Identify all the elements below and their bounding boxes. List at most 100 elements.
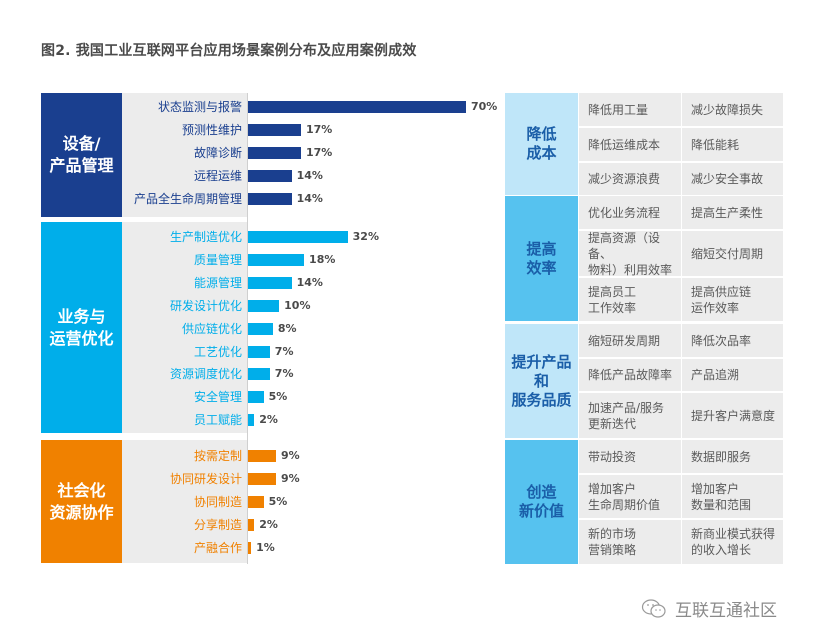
value-label: 8%: [277, 321, 297, 335]
category-label: 资源调度优化: [169, 367, 242, 382]
bar: [248, 496, 264, 508]
effect-cell: 降低次品率: [682, 324, 783, 357]
effect-cell: 减少资源浪费: [579, 163, 681, 195]
effect-cell: 提升客户满意度: [682, 393, 783, 438]
effect-label: 创造 新价值: [505, 440, 578, 564]
effect-cell: 提高员工 工作效率: [579, 278, 681, 321]
effect-cell: 提高生产柔性: [682, 196, 783, 229]
value-label: 10%: [284, 298, 311, 312]
bar: [248, 473, 277, 485]
category-label: 分享制造: [193, 518, 242, 532]
bar: [248, 276, 292, 289]
category-label: 远程运维: [193, 169, 242, 183]
bar: [248, 101, 466, 113]
effect-cell: 数据即服务: [682, 440, 783, 473]
category-label: 产融合作: [193, 541, 242, 555]
bar: [248, 147, 301, 159]
value-label: 2%: [259, 413, 278, 427]
bar: [248, 368, 270, 381]
effect-group: 提升产品 和 服务品质 缩短研发周期 降低次品率 降低产品故障率 产品追溯 加速产品/服务…: [505, 324, 783, 438]
effect-cell: 新的市场 营销策略: [579, 520, 681, 564]
effect-group: 提高 效率 优化业务流程 提高生产柔性 提高资源（设备、 物料）利用效率 缩短交付周期提…: [505, 196, 783, 321]
value-label: 9%: [281, 449, 300, 462]
bar: [248, 345, 270, 358]
category-label: 员工赋能: [193, 413, 242, 428]
bar: [248, 542, 252, 554]
value-label: 9%: [281, 472, 300, 485]
value-label: 70%: [471, 100, 498, 113]
category-label: 协同制造: [193, 495, 242, 509]
bar: [248, 193, 292, 205]
category-label: 研发设计优化: [169, 298, 242, 313]
label-panel: [122, 222, 247, 433]
value-label: 7%: [274, 367, 294, 381]
group-label: 社会化 资源协作: [41, 440, 122, 563]
effect-label: 提高 效率: [505, 196, 578, 321]
effect-cell: 降低产品故障率: [579, 359, 681, 391]
value-label: 7%: [274, 344, 294, 358]
effect-group: 降低 成本 降低用工量 减少故障损失 降低运维成本 降低能耗 减少资源浪费 减少安全事故: [505, 93, 783, 195]
value-label: 17%: [305, 123, 333, 136]
footer-watermark: 互联互通社区: [641, 596, 777, 621]
effect-label: 提升产品 和 服务品质: [505, 324, 578, 438]
effect-cell: 提高供应链 运作效率: [682, 278, 783, 321]
category-label: 能源管理: [193, 275, 242, 290]
label-panel: [122, 440, 247, 563]
category-label: 预测性维护: [181, 123, 242, 137]
effect-cell: 减少安全事故: [682, 163, 783, 195]
category-label: 工艺优化: [193, 344, 242, 359]
category-label: 按需定制: [193, 449, 242, 463]
value-label: 17%: [305, 146, 333, 159]
group-label: 设备/ 产品管理: [41, 93, 122, 217]
bar: [248, 414, 255, 427]
chart-title: 图2. 我国工业互联网平台应用场景案例分布及应用案例成效: [41, 43, 417, 59]
category-label: 产品全生命周期管理: [133, 192, 242, 206]
bar: [248, 391, 264, 404]
effect-cell: 减少故障损失: [682, 93, 783, 126]
footer-text: 互联互通社区: [675, 601, 777, 621]
value-label: 5%: [268, 390, 288, 404]
effect-cell: 产品追溯: [682, 359, 783, 391]
bar: [248, 322, 273, 335]
bar: [248, 299, 280, 312]
category-group: 业务与 运营优化: [41, 222, 247, 433]
wechat-icon: [641, 598, 666, 618]
bar: [248, 231, 348, 243]
category-label: 质量管理: [193, 252, 242, 267]
value-label: 2%: [259, 518, 278, 531]
value-label: 5%: [268, 495, 288, 508]
bar: [248, 253, 305, 266]
category-group: 设备/ 产品管理: [41, 93, 247, 217]
value-label: 14%: [296, 169, 323, 182]
category-label: 安全管理: [193, 390, 242, 405]
effect-cell: 降低运维成本: [579, 128, 681, 161]
effect-cell: 新商业模式获得 的收入增长: [682, 520, 783, 564]
effect-cell: 增加客户 数量和范围: [682, 475, 783, 518]
value-label: 14%: [296, 192, 323, 205]
category-label: 故障诊断: [193, 146, 242, 160]
value-label: 1%: [256, 541, 275, 554]
value-label: 18%: [309, 252, 336, 266]
bar: [248, 450, 277, 462]
bar: [248, 519, 255, 531]
effect-cell: 缩短交付周期: [682, 231, 783, 276]
effect-label: 降低 成本: [505, 93, 578, 195]
category-group: 社会化 资源协作: [41, 440, 247, 563]
group-label: 业务与 运营优化: [41, 222, 122, 433]
label-panel: [122, 93, 247, 217]
effect-group: 创造 新价值 带动投资 数据即服务 增加客户 生命周期价值 增加客户 数量和范围 新的市场…: [505, 440, 783, 564]
category-label: 供应链优化: [181, 321, 242, 336]
effect-cell: 降低能耗: [682, 128, 783, 161]
category-label: 协同研发设计: [169, 472, 242, 486]
axis-line: [247, 93, 248, 564]
effect-cell: 提高资源（设备、 物料）利用效率: [579, 231, 681, 277]
effect-cell: 带动投资: [579, 440, 681, 473]
bar: [248, 170, 292, 182]
bar: [248, 124, 301, 136]
effect-cell: 优化业务流程: [579, 196, 681, 229]
category-label: 状态监测与报警: [157, 100, 242, 114]
effect-cell: 增加客户 生命周期价值: [579, 475, 681, 518]
effect-cell: 降低用工量: [579, 93, 681, 126]
category-label: 生产制造优化: [169, 230, 242, 244]
value-label: 32%: [352, 230, 379, 243]
